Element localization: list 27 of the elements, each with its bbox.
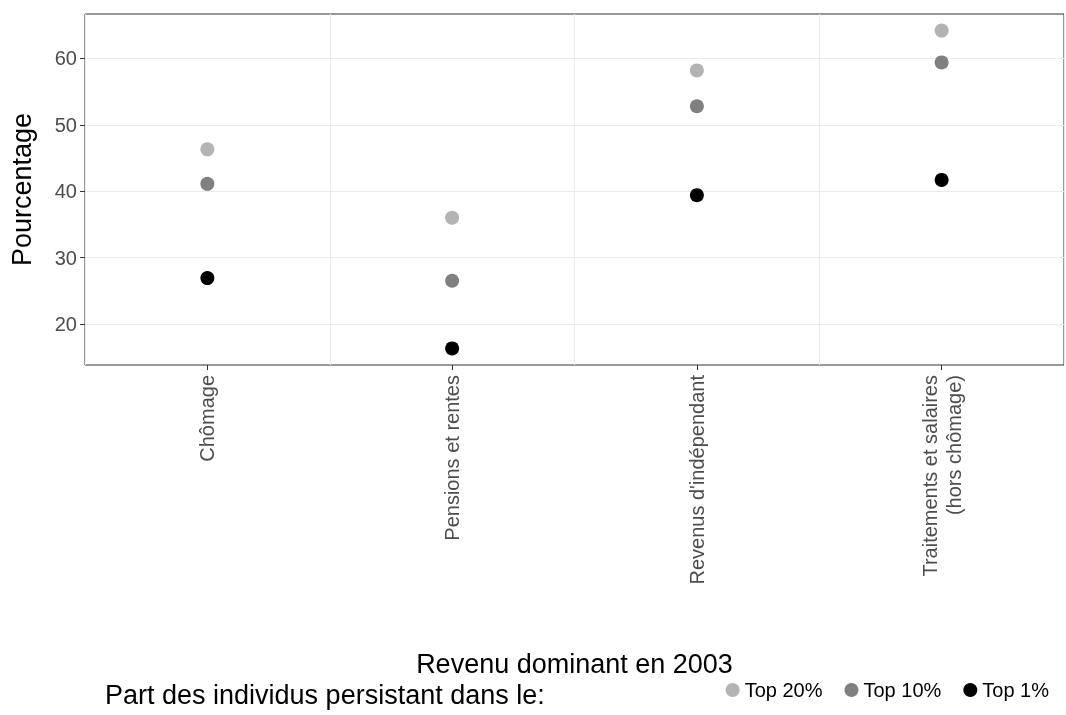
y-tick-label: 40 bbox=[54, 180, 77, 203]
x-tick-label: Chômage bbox=[196, 375, 219, 462]
point bbox=[689, 99, 704, 114]
x-axis-title: Revenu dominant en 2003 bbox=[416, 648, 733, 679]
point bbox=[689, 188, 704, 203]
legend-title: Part des individus persistant dans le: bbox=[105, 679, 545, 710]
point bbox=[445, 341, 460, 356]
point bbox=[934, 172, 949, 187]
point bbox=[445, 273, 460, 288]
point bbox=[689, 63, 704, 78]
y-tick-label: 50 bbox=[54, 113, 77, 136]
point bbox=[200, 176, 215, 191]
x-tick-label: Revenus d'indépendant bbox=[685, 374, 708, 585]
legend-label: Top 10% bbox=[863, 679, 942, 701]
point bbox=[200, 271, 215, 286]
legend-label: Top 20% bbox=[744, 679, 823, 701]
point bbox=[934, 55, 949, 70]
y-tick-label: 20 bbox=[54, 312, 77, 335]
point bbox=[445, 210, 460, 225]
legend-label: Top 1% bbox=[982, 679, 1050, 701]
y-axis-title: Pourcentage bbox=[6, 112, 37, 267]
y-tick-label: 60 bbox=[54, 47, 77, 70]
point bbox=[934, 23, 949, 38]
point bbox=[200, 142, 215, 157]
x-tick-label: Traitements et salaires (hors chômage) bbox=[918, 375, 965, 577]
y-tick-label: 30 bbox=[54, 246, 77, 269]
x-tick-label: Pensions et rentes bbox=[441, 375, 464, 541]
